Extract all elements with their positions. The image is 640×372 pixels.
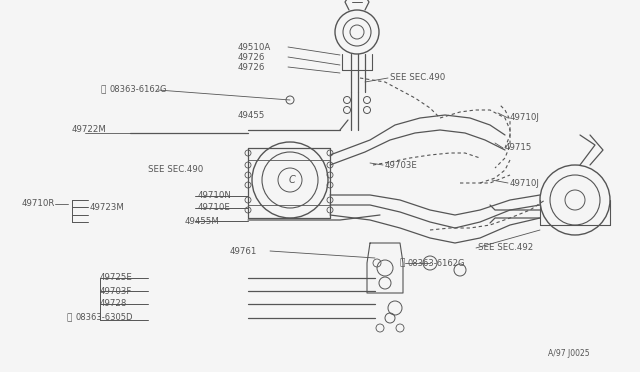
Text: 49723M: 49723M: [90, 202, 125, 212]
Text: 49726: 49726: [238, 52, 266, 61]
Text: Ⓢ: Ⓢ: [399, 259, 405, 267]
Text: 49722M: 49722M: [72, 125, 107, 135]
Text: SEE SEC.492: SEE SEC.492: [478, 244, 533, 253]
Text: 08363-6162G: 08363-6162G: [109, 86, 166, 94]
Text: 49728: 49728: [100, 299, 127, 308]
Text: 49455: 49455: [238, 110, 266, 119]
Text: 49726: 49726: [238, 62, 266, 71]
Text: C: C: [289, 175, 296, 185]
Text: 49703F: 49703F: [100, 286, 132, 295]
Text: 08363-6305D: 08363-6305D: [75, 314, 132, 323]
Text: 49455M: 49455M: [185, 217, 220, 225]
Text: 49703E: 49703E: [385, 160, 418, 170]
Text: 08363-6162G: 08363-6162G: [408, 259, 465, 267]
Text: Ⓢ: Ⓢ: [67, 314, 72, 323]
Text: 49710J: 49710J: [510, 179, 540, 187]
Text: 49710R: 49710R: [22, 199, 56, 208]
Text: 49710N: 49710N: [198, 192, 232, 201]
Text: Ⓢ: Ⓢ: [100, 86, 106, 94]
Text: SEE SEC.490: SEE SEC.490: [390, 74, 445, 83]
Text: SEE SEC.490: SEE SEC.490: [148, 166, 204, 174]
Text: A/97 J0025: A/97 J0025: [548, 349, 589, 357]
Text: 49710J: 49710J: [510, 113, 540, 122]
Text: 49710E: 49710E: [198, 203, 231, 212]
Text: 49510A: 49510A: [238, 42, 271, 51]
Text: 49761: 49761: [230, 247, 257, 256]
Text: 49715: 49715: [505, 144, 532, 153]
Text: 49725E: 49725E: [100, 273, 133, 282]
